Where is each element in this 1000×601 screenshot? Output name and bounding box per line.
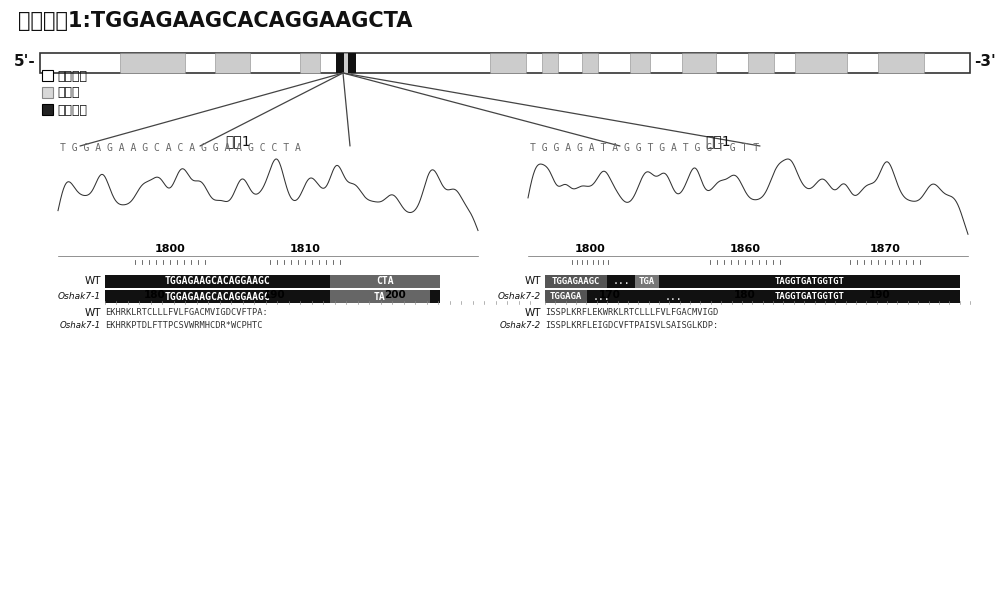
Text: 非编码区: 非编码区 bbox=[57, 70, 87, 82]
Text: TGGAGA: TGGAGA bbox=[550, 292, 582, 301]
Text: ...: ... bbox=[612, 276, 630, 287]
Text: TGGAGAAGCACAGGAAGC: TGGAGAAGCACAGGAAGC bbox=[165, 291, 270, 302]
Bar bbox=[545, 290, 960, 303]
Text: 190: 190 bbox=[264, 290, 286, 300]
Text: 敲除位点: 敲除位点 bbox=[57, 103, 87, 117]
Bar bbox=[338, 53, 350, 73]
Bar bbox=[348, 53, 356, 73]
Text: 1800: 1800 bbox=[575, 244, 605, 254]
Bar bbox=[545, 275, 607, 288]
Text: 靶点1: 靶点1 bbox=[225, 134, 251, 148]
Bar bbox=[40, 53, 970, 73]
Bar bbox=[682, 53, 716, 73]
Text: EKHRKLRTCLLLFVLFGACMVIGDCVFTPA:: EKHRKLRTCLLLFVLFGACMVIGDCVFTPA: bbox=[105, 308, 268, 317]
Text: TGGAGAAGCACAGGAAGC: TGGAGAAGCACAGGAAGC bbox=[165, 276, 270, 287]
Text: 200: 200 bbox=[384, 290, 406, 300]
Bar bbox=[635, 275, 659, 288]
Text: -3': -3' bbox=[974, 55, 996, 70]
Text: 180: 180 bbox=[144, 290, 166, 300]
Bar bbox=[542, 53, 558, 73]
Bar bbox=[42, 87, 53, 98]
Text: ISSPLKRFLEIGDCVFTPAISVLSAISGLKDP:: ISSPLKRFLEIGDCVFTPAISVLSAISGLKDP: bbox=[545, 321, 718, 330]
Text: T G G A G A T A G G T G A T G G T G T T: T G G A G A T A G G T G A T G G T G T T bbox=[530, 143, 759, 153]
Text: WT: WT bbox=[84, 276, 101, 287]
Text: WT: WT bbox=[84, 308, 101, 318]
Bar bbox=[878, 53, 924, 73]
Bar bbox=[215, 53, 250, 73]
Text: EKHRKPTDLFTTPCSVWRMHCDR*WCPHTC: EKHRKPTDLFTTPCSVWRMHCDR*WCPHTC bbox=[105, 321, 262, 330]
Text: ...: ... bbox=[664, 291, 682, 302]
Text: 编码区: 编码区 bbox=[57, 87, 80, 100]
Text: TA: TA bbox=[374, 291, 386, 302]
Bar bbox=[545, 275, 960, 288]
Bar bbox=[748, 53, 774, 73]
Text: T G G A G A A G C A C A G G A A G C C T A: T G G A G A A G C A C A G G A A G C C T … bbox=[60, 143, 301, 153]
Text: Oshak7-2: Oshak7-2 bbox=[498, 292, 541, 301]
Text: TGGAGAAGC: TGGAGAAGC bbox=[552, 277, 600, 286]
Bar bbox=[545, 290, 587, 303]
Text: Oshak7-1: Oshak7-1 bbox=[58, 292, 101, 301]
Bar bbox=[336, 53, 344, 73]
Text: WT: WT bbox=[524, 276, 541, 287]
Text: CTA: CTA bbox=[376, 276, 394, 287]
Bar bbox=[300, 53, 320, 73]
Text: Oshak7-1: Oshak7-1 bbox=[60, 321, 101, 330]
Text: TGA: TGA bbox=[639, 277, 655, 286]
Bar bbox=[630, 53, 650, 73]
Bar bbox=[330, 290, 430, 303]
Text: TAGGTGATGGTGT: TAGGTGATGGTGT bbox=[775, 292, 844, 301]
Text: 1810: 1810 bbox=[290, 244, 320, 254]
Text: 靶点1: 靶点1 bbox=[705, 134, 731, 148]
Bar bbox=[490, 53, 526, 73]
Bar bbox=[42, 104, 53, 115]
Text: 180: 180 bbox=[734, 290, 756, 300]
Text: 170: 170 bbox=[599, 290, 621, 300]
Text: 1860: 1860 bbox=[730, 244, 761, 254]
Text: ...: ... bbox=[592, 291, 610, 302]
Bar bbox=[330, 275, 440, 288]
Text: 敲除靶点1:TGGAGAAGCACAGGAAGCTA: 敲除靶点1:TGGAGAAGCACAGGAAGCTA bbox=[18, 11, 412, 31]
Bar bbox=[42, 70, 53, 81]
Bar bbox=[105, 275, 440, 288]
Text: ISSPLKRFLEKWRKLRTCLLLFVLFGACMVIGD: ISSPLKRFLEKWRKLRTCLLLFVLFGACMVIGD bbox=[545, 308, 718, 317]
Text: Oshak7-2: Oshak7-2 bbox=[500, 321, 541, 330]
Bar bbox=[582, 53, 598, 73]
Text: TAGGTGATGGTGT: TAGGTGATGGTGT bbox=[775, 277, 844, 286]
Bar bbox=[105, 290, 440, 303]
Text: 5'-: 5'- bbox=[14, 55, 36, 70]
Text: 1800: 1800 bbox=[155, 244, 185, 254]
Text: 190: 190 bbox=[869, 290, 891, 300]
Text: WT: WT bbox=[524, 308, 541, 318]
Bar bbox=[120, 53, 185, 73]
Text: 1870: 1870 bbox=[870, 244, 900, 254]
Bar bbox=[795, 53, 847, 73]
